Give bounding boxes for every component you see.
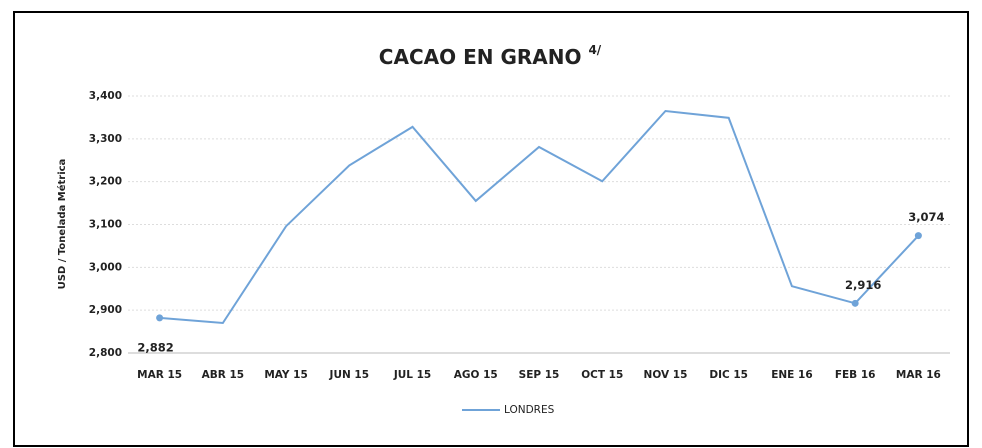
y-tick-label: 2,900 xyxy=(89,304,122,316)
chart-title: CACAO EN GRANO 4/ xyxy=(379,43,602,69)
x-tick-label: OCT 15 xyxy=(581,369,623,381)
legend-label: LONDRES xyxy=(504,404,555,416)
x-tick-label: JUN 15 xyxy=(329,369,370,381)
series-line xyxy=(159,109,920,325)
x-tick-label: ABR 15 xyxy=(202,369,244,381)
data-label: 2,882 xyxy=(137,340,173,354)
y-tick-label: 2,800 xyxy=(89,347,122,359)
x-tick-label: DIC 15 xyxy=(709,369,748,381)
x-tick-label: NOV 15 xyxy=(644,369,688,381)
y-axis-label: USD / Tonelada Métrica xyxy=(56,159,68,290)
x-tick-label: ENE 16 xyxy=(771,369,812,381)
y-tick-label: 3,000 xyxy=(89,261,122,273)
x-tick-label: MAR 15 xyxy=(137,369,182,381)
data-label: 3,074 xyxy=(908,210,944,224)
x-tick-label: JUL 15 xyxy=(393,369,431,381)
point-marker xyxy=(851,299,859,307)
y-tick-label: 3,200 xyxy=(89,176,122,188)
y-tick-label: 3,100 xyxy=(89,219,122,231)
y-tick-label: 3,300 xyxy=(89,133,122,145)
point-marker xyxy=(156,314,164,322)
title-text: CACAO EN GRANO xyxy=(379,45,582,69)
point-marker xyxy=(914,232,922,240)
x-tick-label: FEB 16 xyxy=(835,369,876,381)
data-label: 2,916 xyxy=(845,278,881,292)
x-tick-label: AGO 15 xyxy=(454,369,498,381)
chart-frame xyxy=(13,11,969,447)
x-tick-label: SEP 15 xyxy=(519,369,560,381)
title-superscript: 4/ xyxy=(588,43,601,57)
x-tick-label: MAR 16 xyxy=(896,369,941,381)
y-tick-label: 3,400 xyxy=(89,90,122,102)
x-tick-label: MAY 15 xyxy=(264,369,307,381)
